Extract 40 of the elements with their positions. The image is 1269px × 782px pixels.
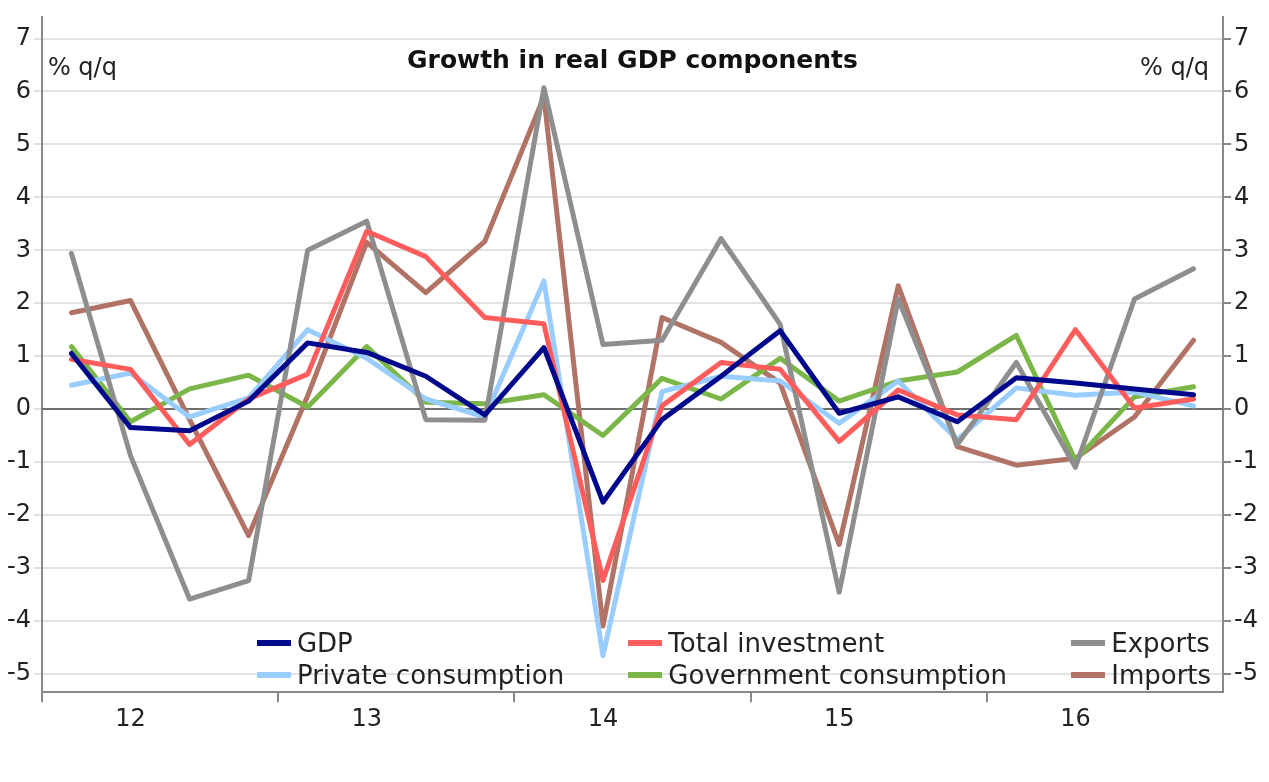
y2-tick-label: 3 <box>1234 234 1250 263</box>
y-tick-label: 7 <box>15 22 31 51</box>
x-tick-label: 16 <box>1060 703 1091 732</box>
y2-tick-label: -2 <box>1234 499 1259 528</box>
y-tick-label: 2 <box>15 287 31 316</box>
y2-tick-label: 1 <box>1234 340 1250 369</box>
y-axis-title: % q/q <box>47 53 117 82</box>
y-tick-label: -1 <box>6 446 31 475</box>
y2-tick-label: -5 <box>1234 657 1259 686</box>
y2-tick-label: -1 <box>1234 446 1259 475</box>
x-tick-label: 12 <box>115 703 146 732</box>
x-tick-label: 13 <box>351 703 383 732</box>
y-tick-label: -3 <box>6 552 31 581</box>
text: Growth in real GDP components <box>407 45 858 75</box>
y2-tick-label: 0 <box>1234 393 1250 422</box>
y-tick-label: -5 <box>6 657 31 686</box>
x-tick-label: 15 <box>823 703 855 732</box>
legend-label: GDP <box>296 628 353 659</box>
y2-tick-label: -3 <box>1234 552 1259 581</box>
y2-tick-label: 2 <box>1234 287 1250 316</box>
y-tick-label: -4 <box>6 604 31 633</box>
legend-label: Total investment <box>668 628 885 659</box>
y-tick-label: -2 <box>6 499 31 528</box>
y2-tick-label: 6 <box>1234 75 1250 104</box>
y-tick-label: 3 <box>15 234 31 263</box>
y2-axis-title: % q/q <box>1140 53 1210 82</box>
y-tick-label: 6 <box>15 75 31 104</box>
y2-tick-label: 7 <box>1234 22 1250 51</box>
y-tick-label: 0 <box>15 393 31 422</box>
y2-tick-label: 4 <box>1234 181 1250 210</box>
y2-tick-label: 5 <box>1234 128 1250 157</box>
y-tick-label: 1 <box>15 340 31 369</box>
y-tick-label: 5 <box>15 128 31 157</box>
legend-label: Private consumption <box>296 660 565 691</box>
x-tick-label: 14 <box>587 703 619 732</box>
legend-label: Government consumption <box>668 660 1008 691</box>
y-tick-label: 4 <box>15 181 31 210</box>
legend-label: Imports <box>1111 660 1212 691</box>
y2-tick-label: -4 <box>1234 604 1259 633</box>
legend-label: Exports <box>1111 628 1210 659</box>
